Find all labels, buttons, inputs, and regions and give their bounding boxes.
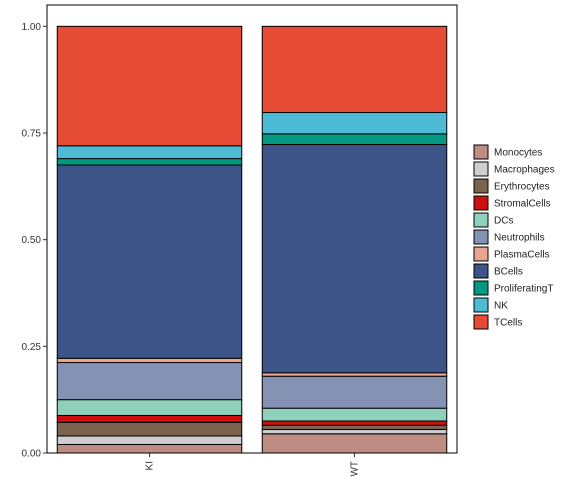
legend-key-nk	[473, 297, 489, 313]
bar-segment-wt-nk	[261, 112, 448, 135]
legend-label-proliferatingt: ProliferatingT	[494, 284, 553, 295]
y-tick-label: 0.25	[22, 342, 42, 353]
x-tick-label-wt: WT	[350, 461, 361, 477]
legend-label-erythrocytes: Erythrocytes	[494, 182, 550, 193]
legend-key-monocytes	[473, 144, 489, 160]
bar-segment-ki-erythrocytes	[56, 421, 243, 437]
legend-label-tcells: TCells	[494, 318, 522, 329]
legend-key-erythrocytes	[473, 178, 489, 194]
legend-key-neutrophils	[473, 229, 489, 245]
legend-key-macrophages	[473, 161, 489, 177]
legend-label-stromalcells: StromalCells	[494, 199, 551, 210]
bar-segment-wt-dcs	[261, 407, 448, 422]
bar-segment-ki-bcells	[56, 164, 243, 359]
y-axis: 0.00 0.25 0.50 0.75 1.00	[22, 22, 47, 460]
bar-segment-ki-plasmacells	[56, 357, 243, 364]
legend-label-neutrophils: Neutrophils	[494, 233, 545, 244]
bar-segment-ki-proliferatingt	[56, 158, 243, 166]
x-axis: KI WT	[145, 453, 361, 477]
bar-segment-wt-monocytes	[261, 433, 448, 454]
legend-key-plasmacells	[473, 246, 489, 262]
legend-label-monocytes: Monocytes	[494, 148, 542, 159]
bar-segment-wt-plasmacells	[261, 372, 448, 377]
legend-key-stromalcells	[473, 195, 489, 211]
legend: Monocytes Macrophages Erythrocytes StromalC…	[473, 144, 555, 330]
bar-segment-wt-neutrophils	[261, 375, 448, 409]
bar-segment-wt-erythrocytes	[261, 424, 448, 431]
legend-label-nk: NK	[494, 301, 508, 312]
bar-segment-ki-neutrophils	[56, 362, 243, 401]
bar-segment-wt-proliferatingt	[261, 133, 448, 146]
bar-segment-wt-tcells	[261, 25, 448, 114]
legend-label-bcells: BCells	[494, 267, 523, 278]
legend-label-plasmacells: PlasmaCells	[494, 250, 550, 261]
bar-segment-ki-nk	[56, 145, 243, 160]
y-tick-label: 0.00	[22, 449, 42, 460]
legend-key-dcs	[473, 212, 489, 228]
legend-key-bcells	[473, 263, 489, 279]
legend-key-proliferatingt	[473, 280, 489, 296]
bar-segment-ki-dcs	[56, 399, 243, 416]
bar-segment-wt-bcells	[261, 144, 448, 374]
y-tick-label: 0.50	[22, 235, 42, 246]
x-tick-label-ki: KI	[145, 461, 156, 470]
bar-segment-ki-monocytes	[56, 443, 243, 454]
bar-segment-ki-tcells	[56, 25, 243, 147]
bars-group	[56, 25, 448, 454]
legend-label-macrophages: Macrophages	[494, 165, 555, 176]
bar-segment-wt-macrophages	[261, 429, 448, 435]
y-tick-label: 1.00	[22, 22, 42, 33]
bar-segment-ki-stromalcells	[56, 414, 243, 423]
legend-key-tcells	[473, 314, 489, 330]
legend-label-dcs: DCs	[494, 216, 513, 227]
bar-segment-ki-macrophages	[56, 435, 243, 445]
y-tick-label: 0.75	[22, 129, 42, 140]
bar-segment-wt-stromalcells	[261, 420, 448, 426]
